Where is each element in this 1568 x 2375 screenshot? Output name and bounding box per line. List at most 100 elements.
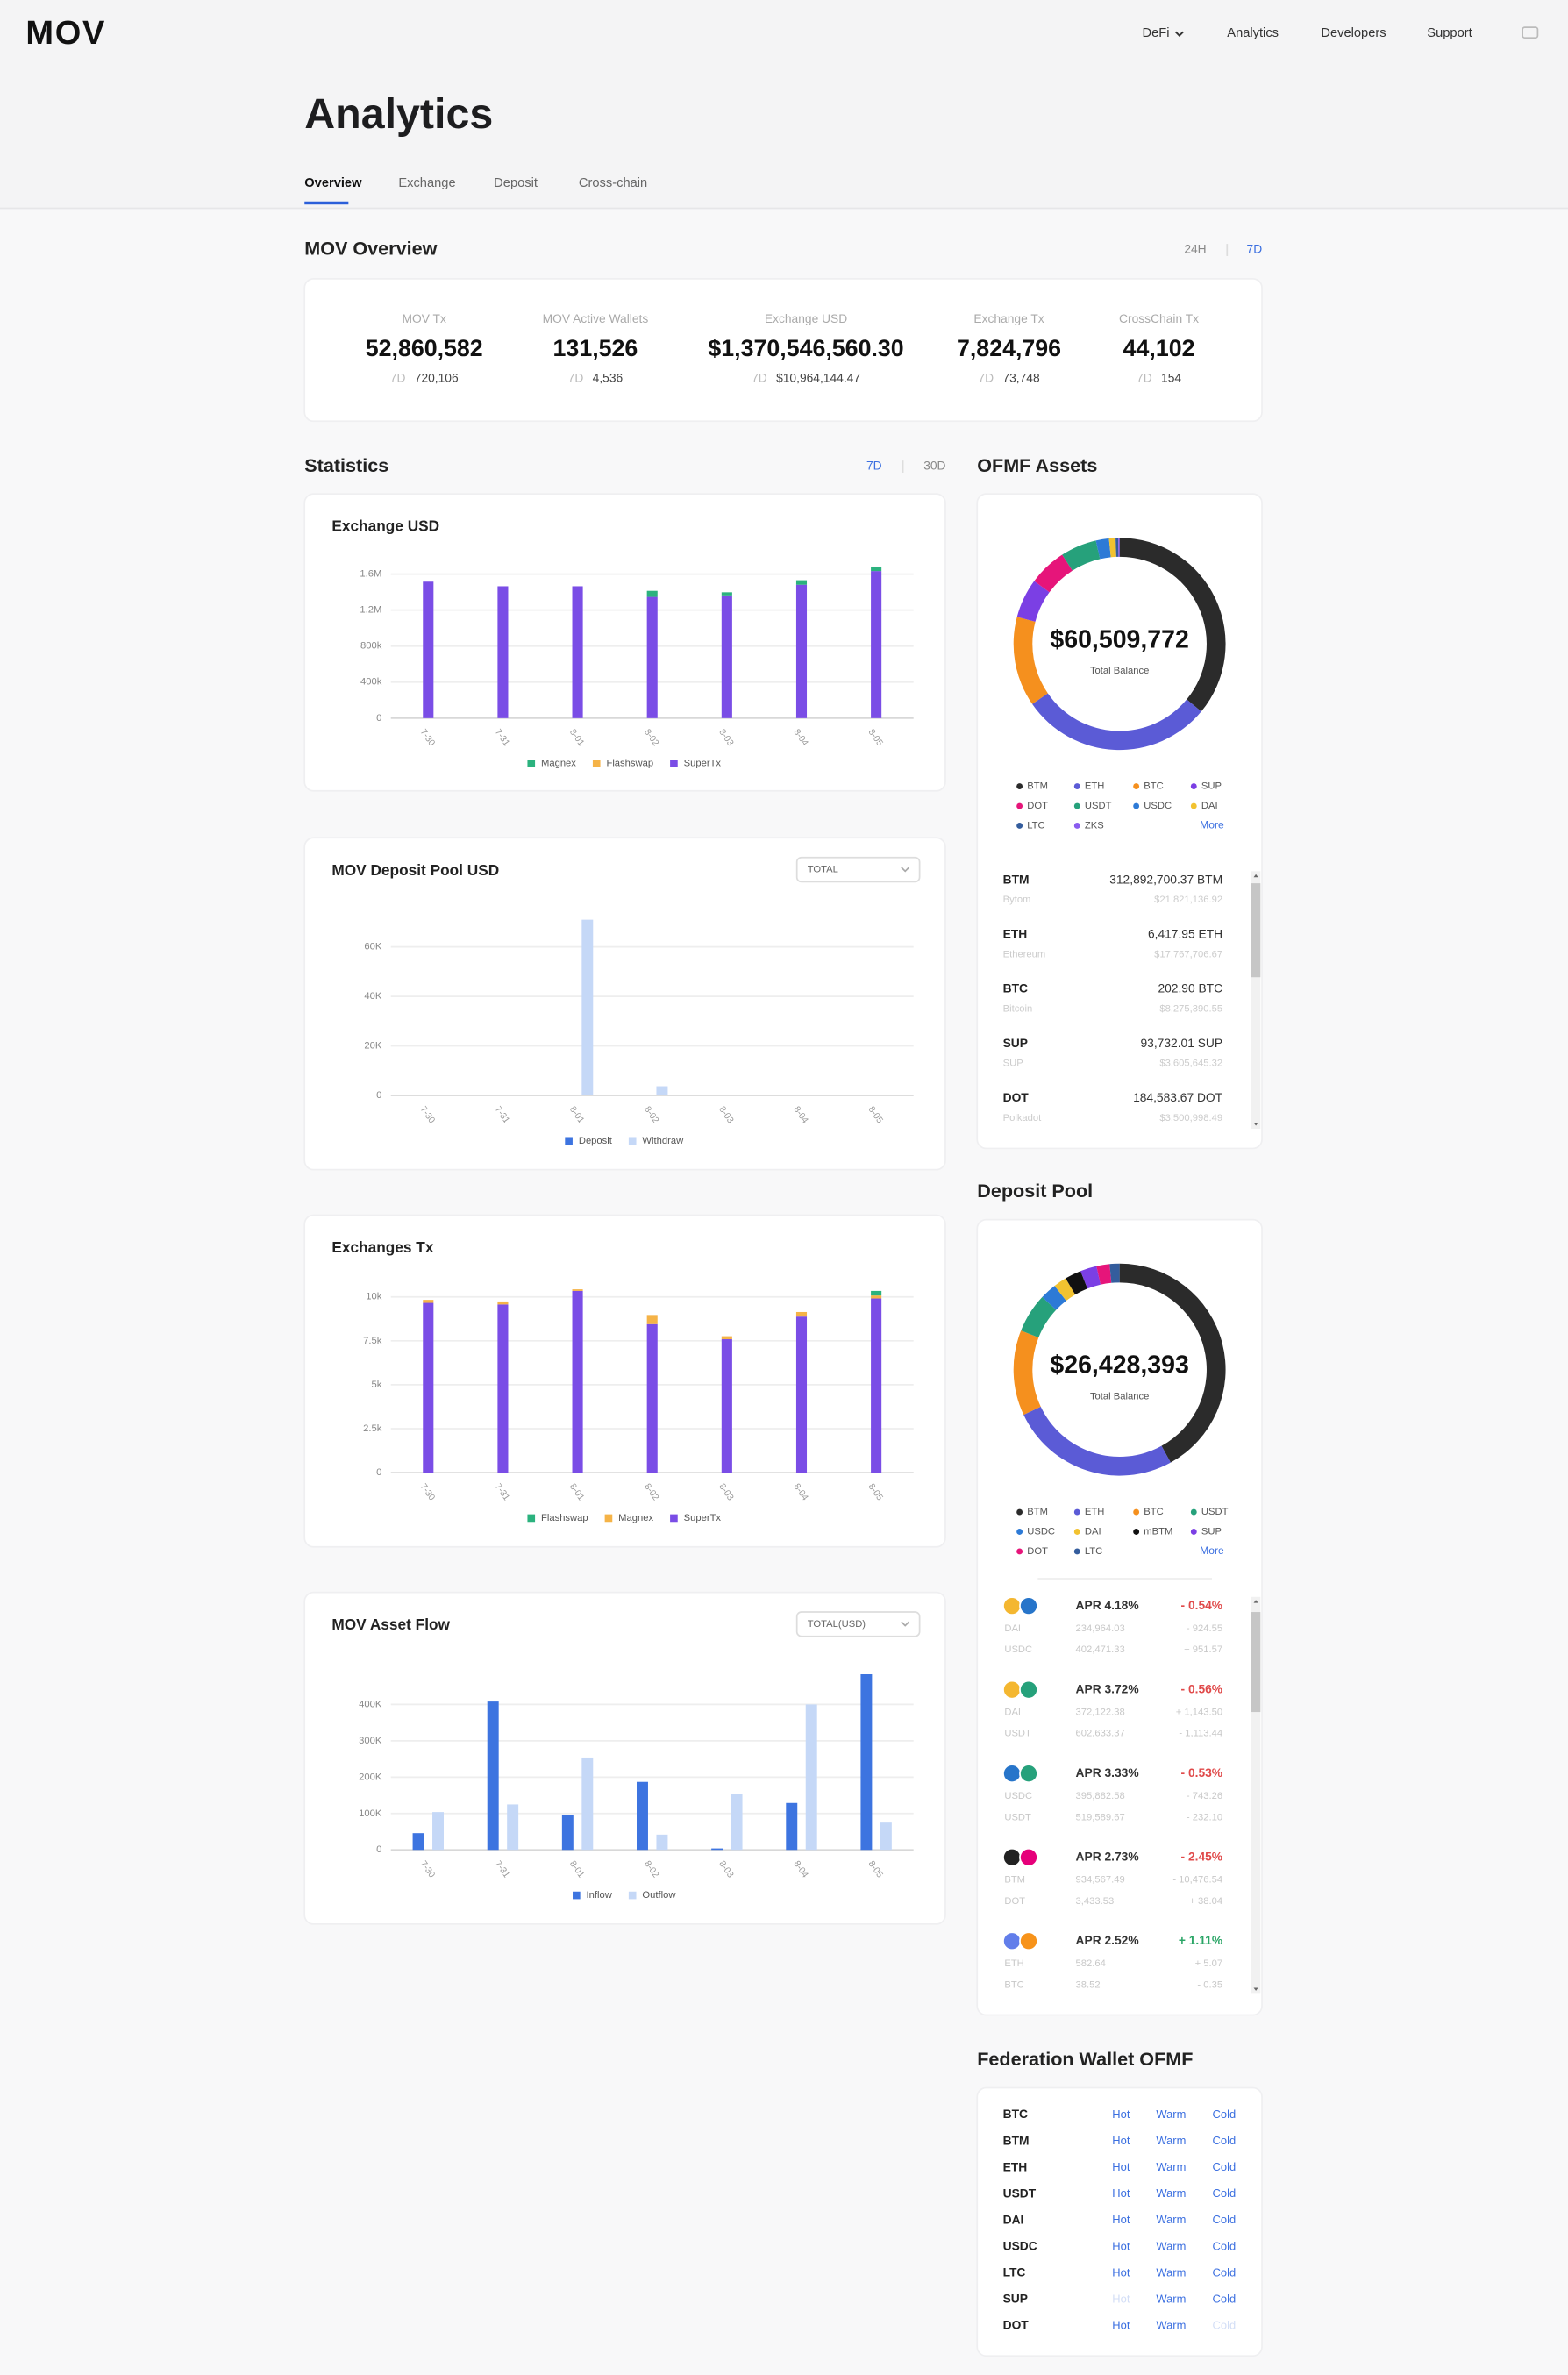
wallet-link[interactable]: Cold [1213,2134,1237,2147]
wallet-link: Hot [1112,2292,1130,2305]
bar-segment [795,580,808,585]
pool-token: USDT [1004,1812,1031,1822]
wallet-link[interactable]: Warm [1156,2318,1186,2331]
legend-dot [1016,1548,1023,1555]
wallet-link[interactable]: Cold [1213,2239,1237,2252]
donut-segment [1119,1263,1226,1463]
wallet-link[interactable]: Cold [1213,2213,1237,2226]
wallet-link[interactable]: Cold [1213,2108,1237,2121]
bar-segment [871,566,882,572]
wallet-link[interactable]: Cold [1213,2186,1237,2200]
wallet-link[interactable]: Hot [1112,2213,1130,2226]
wallet-link[interactable]: Warm [1156,2239,1186,2252]
legend-label: SUP [1201,1526,1222,1537]
pool-amount: 395,882.58 [1076,1791,1125,1801]
wallet-link[interactable]: Warm [1156,2134,1186,2147]
pool-apr: APR 2.73% [1076,1849,1139,1863]
card [303,1591,946,1925]
period-toggle[interactable]: 30D [923,459,945,473]
wallet-asset: ETH [1003,2159,1028,2173]
chat-icon[interactable] [1522,26,1539,39]
bar-segment [497,586,509,718]
y-tick-label: 0 [376,1844,381,1855]
y-tick-label: 400K [359,1699,382,1709]
wallet-link[interactable]: Warm [1156,2213,1186,2226]
wallet-link[interactable]: Hot [1112,2160,1130,2173]
pool-amount: 582.64 [1076,1958,1106,1969]
bar [711,1848,723,1851]
legend-label: Magnex [541,759,576,769]
y-tick-label: 800k [360,641,382,652]
donut-segment [1095,538,1111,560]
scrollbar-thumb[interactable] [1251,1612,1261,1713]
asset-symbol: ETH [1003,926,1028,940]
y-tick-label: 5k [371,1380,381,1390]
legend-label: ETH [1085,781,1104,792]
pool-delta: + 38.04 [1189,1896,1222,1907]
pool-delta: - 10,476.54 [1172,1875,1222,1886]
dropdown[interactable] [795,1611,921,1637]
legend-dot [1133,802,1140,809]
stat-value: $1,370,546,560.30 [708,335,903,361]
more-link[interactable]: More [1200,1544,1224,1557]
legend-swatch [670,760,678,767]
wallet-link[interactable]: Warm [1156,2292,1186,2305]
asset-symbol: BTC [1003,981,1028,995]
bar-segment [646,1323,658,1473]
asset-amount: 312,892,700.37 BTM [1109,872,1222,886]
wallet-link[interactable]: Hot [1112,2239,1130,2252]
pool-delta: - 0.35 [1197,1979,1222,1990]
bar-segment [871,1290,882,1296]
nav-link[interactable]: Developers [1321,26,1386,40]
stat-change: 154 [1161,371,1181,385]
pool-delta: - 1,113.44 [1179,1729,1222,1739]
tab[interactable]: Exchange [398,176,455,190]
tab[interactable]: Cross-chain [579,176,647,190]
asset-name: Bitcoin [1003,1003,1033,1014]
bar [786,1802,798,1851]
dropdown[interactable] [795,856,921,883]
pool-amount: 234,964.03 [1076,1623,1125,1634]
legend-swatch [604,1514,613,1523]
legend-label: Flashswap [606,759,653,769]
period-toggle[interactable]: 7D [866,459,882,473]
nav-link[interactable]: Support [1427,26,1472,40]
legend-swatch [592,760,601,767]
pool-apr: APR 2.52% [1076,1933,1139,1947]
wallet-link[interactable]: Hot [1112,2108,1130,2121]
wallet-link[interactable]: Hot [1112,2186,1130,2200]
pool-token: BTM [1004,1875,1025,1886]
asset-symbol: DOT [1003,1090,1030,1104]
donut-segment [1042,1286,1066,1310]
wallet-link[interactable]: Hot [1112,2134,1130,2147]
legend-label: DAI [1201,801,1218,811]
wallet-link[interactable]: Cold [1213,2292,1237,2305]
wallet-link[interactable]: Warm [1156,2160,1186,2173]
legend-dot [1133,1508,1140,1516]
wallet-link[interactable]: Warm [1156,2108,1186,2121]
wallet-link[interactable]: Warm [1156,2265,1186,2279]
legend-swatch [565,1137,573,1145]
wallet-link[interactable]: Cold [1213,2265,1237,2279]
tab[interactable]: Overview [304,176,362,190]
wallet-link[interactable]: Cold [1213,2160,1237,2173]
nav-link[interactable]: Analytics [1227,26,1279,40]
wallet-link[interactable]: Hot [1112,2318,1130,2331]
wallet-link[interactable]: Hot [1112,2265,1130,2279]
nav-link[interactable]: DeFi [1143,26,1170,40]
more-link[interactable]: More [1200,819,1224,831]
legend-label: SUP [1201,781,1222,792]
header-bg [0,0,1568,208]
period-toggle[interactable]: 24H [1184,242,1206,256]
asset-name: SUP [1003,1059,1023,1069]
scrollbar-thumb[interactable] [1251,883,1261,978]
legend-label: USDT [1085,801,1112,811]
stat-value: 44,102 [1123,335,1195,361]
pool-change: + 1.11% [1179,1933,1222,1947]
wallet-link[interactable]: Warm [1156,2186,1186,2200]
tab[interactable]: Deposit [494,176,538,190]
pool-amount: 934,567.49 [1076,1875,1125,1886]
asset-symbol: BTM [1003,872,1030,886]
period-toggle[interactable]: 7D [1247,242,1263,256]
